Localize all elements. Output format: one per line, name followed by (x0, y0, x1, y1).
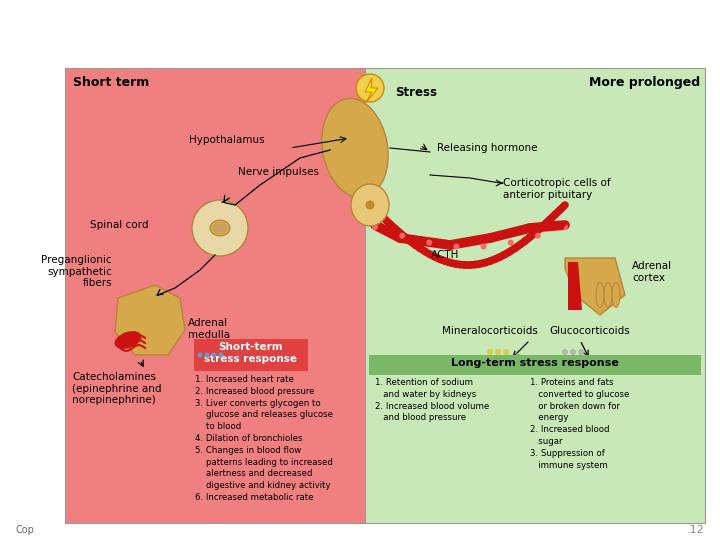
Text: Short-term
stress response: Short-term stress response (204, 342, 297, 363)
Circle shape (480, 244, 487, 249)
Text: More prolonged: More prolonged (589, 76, 700, 89)
Circle shape (570, 349, 576, 355)
Circle shape (487, 349, 493, 355)
Circle shape (212, 353, 217, 357)
Circle shape (508, 240, 513, 246)
Text: Adrenal
medulla: Adrenal medulla (188, 318, 230, 340)
Text: Long-term stress response: Long-term stress response (451, 358, 619, 368)
Circle shape (578, 349, 584, 355)
Text: Stress: Stress (395, 86, 437, 99)
Circle shape (366, 201, 374, 209)
Polygon shape (365, 78, 378, 104)
Circle shape (426, 240, 432, 246)
Text: Hypothalamus: Hypothalamus (189, 135, 265, 145)
Circle shape (356, 74, 384, 102)
Text: .12: .12 (688, 525, 705, 535)
Circle shape (454, 244, 459, 249)
Ellipse shape (322, 98, 388, 198)
Circle shape (204, 353, 210, 357)
Text: Preganglionic
sympathetic
fibers: Preganglionic sympathetic fibers (41, 255, 112, 288)
Text: Glucocorticoids: Glucocorticoids (549, 326, 631, 336)
Circle shape (562, 224, 568, 230)
Circle shape (495, 349, 501, 355)
Text: Releasing hormone: Releasing hormone (437, 143, 538, 153)
Ellipse shape (210, 220, 230, 236)
Text: 1. Proteins and fats
   converted to glucose
   or broken down for
   energy
2. : 1. Proteins and fats converted to glucos… (530, 378, 629, 470)
Polygon shape (115, 285, 185, 355)
Circle shape (503, 349, 509, 355)
FancyBboxPatch shape (369, 355, 701, 375)
Text: Nerve impulses: Nerve impulses (238, 167, 319, 177)
Ellipse shape (351, 184, 389, 226)
Ellipse shape (612, 282, 620, 307)
Text: Cop: Cop (15, 525, 34, 535)
Circle shape (562, 349, 568, 355)
Ellipse shape (604, 282, 612, 307)
Text: Short term: Short term (73, 76, 149, 89)
Text: Corticotropic cells of
anterior pituitary: Corticotropic cells of anterior pituitar… (503, 178, 611, 200)
Text: Mineralocorticoids: Mineralocorticoids (442, 326, 538, 336)
Text: 1. Increased heart rate
2. Increased blood pressure
3. Liver converts glycogen t: 1. Increased heart rate 2. Increased blo… (195, 375, 333, 502)
Polygon shape (565, 258, 625, 315)
Bar (365, 68, 705, 523)
Circle shape (192, 200, 248, 256)
Ellipse shape (596, 282, 604, 307)
Text: ACTH: ACTH (431, 250, 459, 260)
Circle shape (372, 224, 378, 230)
Circle shape (218, 353, 223, 357)
Circle shape (535, 233, 541, 239)
Text: Spinal cord: Spinal cord (89, 220, 148, 230)
Polygon shape (568, 262, 582, 310)
Text: Adrenal
cortex: Adrenal cortex (632, 261, 672, 283)
Text: Catecholamines
(epinephrine and
norepinephrine): Catecholamines (epinephrine and norepine… (72, 372, 161, 405)
Text: 1. Retention of sodium
   and water by kidneys
2. Increased blood volume
   and : 1. Retention of sodium and water by kidn… (375, 378, 490, 422)
Ellipse shape (213, 223, 227, 233)
Circle shape (197, 353, 202, 357)
Circle shape (399, 233, 405, 239)
FancyBboxPatch shape (194, 339, 308, 371)
Ellipse shape (114, 331, 141, 349)
Bar (65, 68, 365, 523)
